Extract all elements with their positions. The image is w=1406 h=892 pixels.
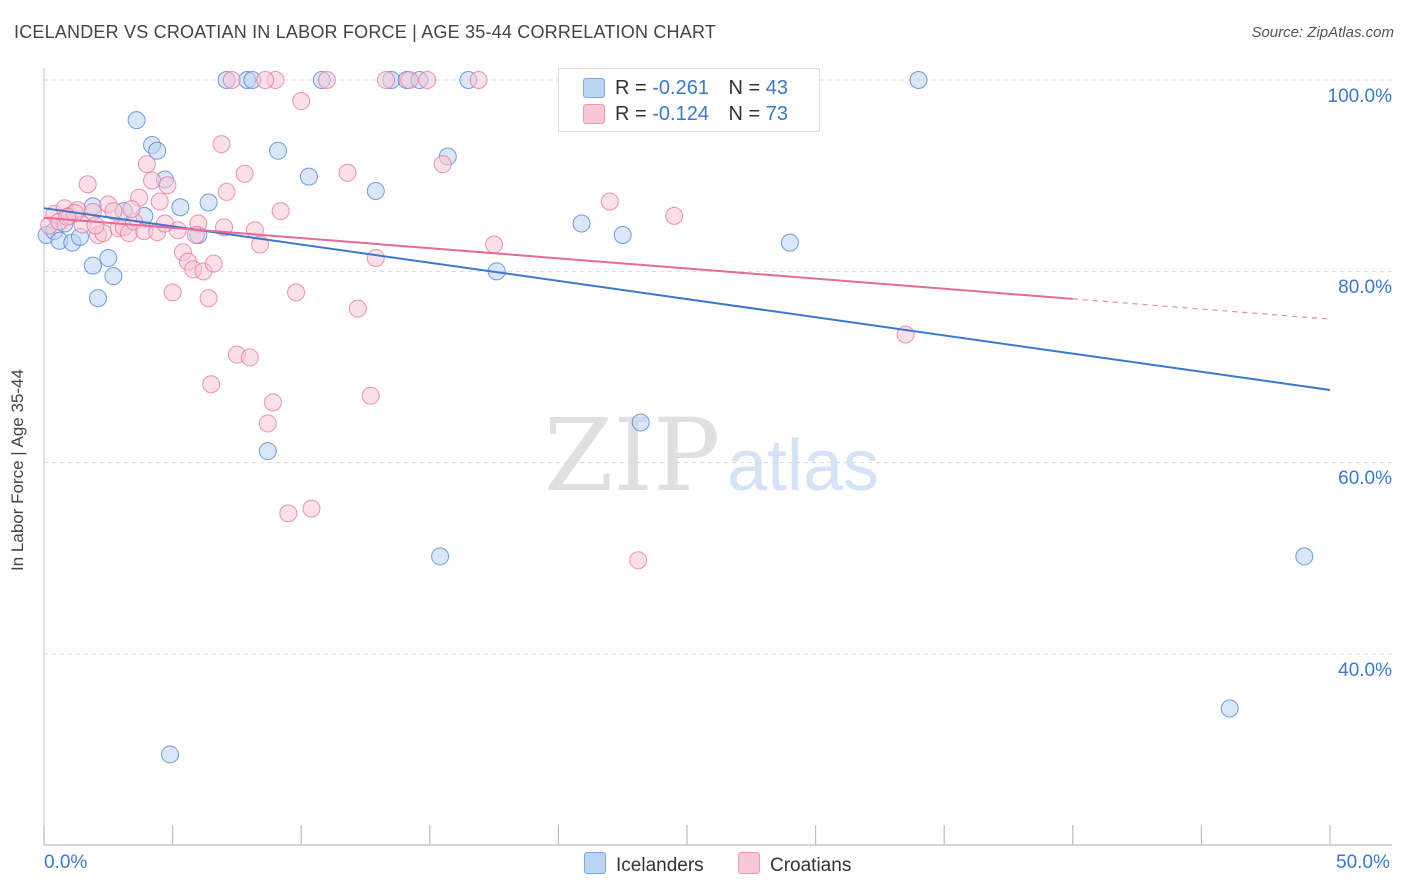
point-croatians [158,176,177,195]
point-croatians [361,386,380,405]
legend-r-value: -0.261 [652,77,709,99]
point-croatians [150,192,169,211]
legend-swatch-croatians [583,104,605,124]
point-croatians [377,71,396,89]
point-croatians [202,375,221,394]
point-icelanders [431,547,450,566]
bottom-legend-swatch-icelanders [584,852,606,874]
point-croatians [78,175,97,194]
point-croatians [485,235,504,254]
bottom-legend-icelanders: Icelanders [584,852,704,877]
y-tick-label-100: 100.0% [1327,86,1392,107]
x-tick-label-min: 0.0% [44,852,88,873]
point-icelanders [199,193,218,212]
legend-n-value: 43 [765,77,789,99]
point-croatians [348,299,367,318]
point-croatians [258,414,277,433]
point-croatians [302,499,321,518]
point-croatians [143,171,162,190]
source-label: Source: ZipAtlas.com [1251,24,1394,41]
y-tick-label-40: 40.0% [1338,660,1392,681]
legend-n-value: 73 [765,103,789,125]
point-icelanders [148,141,167,160]
point-croatians [104,202,123,221]
point-croatians [256,71,275,89]
trendline-croatians [43,216,1073,300]
point-icelanders [909,71,928,89]
point-icelanders [258,442,277,461]
point-croatians [217,182,236,201]
y-axis-label: In Labor Force | Age 35-44 [8,369,27,571]
point-croatians [287,283,306,302]
point-croatians [665,206,684,225]
point-icelanders [631,413,650,432]
legend-n-label: N = [728,103,761,125]
legend-n-label: N = [728,77,761,99]
point-croatians [271,202,290,221]
point-icelanders [83,256,102,275]
point-icelanders [89,289,108,308]
y-tick-label-60: 60.0% [1338,468,1392,489]
point-croatians [317,71,336,89]
y-tick-label-80: 80.0% [1338,277,1392,298]
point-croatians [122,200,141,219]
point-croatians [86,216,105,235]
point-croatians [629,551,648,570]
point-croatians [418,71,437,89]
trendline-extension-croatians [1072,298,1331,320]
bottom-legend-label-croatians: Croatians [770,855,852,876]
legend-row-icelanders: R = -0.261 N = 43 [583,77,789,100]
point-croatians [263,393,282,412]
point-icelanders [366,181,385,200]
point-icelanders [613,225,632,244]
correlation-legend: R = -0.261 N = 43 R = -0.124 N = 73 [558,68,820,132]
point-icelanders [171,198,190,217]
legend-r-value: -0.124 [652,103,709,125]
point-icelanders [1295,547,1314,566]
point-croatians [338,163,357,182]
legend-r-label: R = [615,103,647,125]
point-croatians [212,135,231,154]
point-icelanders [99,248,118,267]
x-tick-label-max: 50.0% [1336,852,1390,873]
point-croatians [279,504,298,523]
bottom-legend-label-icelanders: Icelanders [616,855,704,876]
point-croatians [222,71,241,89]
legend-r-label: R = [615,77,647,99]
point-icelanders [127,111,146,130]
point-croatians [292,92,311,111]
point-icelanders [780,233,799,252]
legend-swatch-icelanders [583,78,605,98]
watermark-atlas: atlas [727,426,879,506]
point-croatians [199,289,218,308]
point-croatians [433,155,452,174]
point-croatians [235,164,254,183]
trendline-icelanders [43,207,1331,391]
point-icelanders [269,141,288,160]
point-icelanders [161,745,180,764]
bottom-legend-croatians: Croatians [738,852,851,877]
point-croatians [137,155,156,174]
point-croatians [240,348,259,367]
watermark-zip: ZIP [544,397,720,514]
point-croatians [600,192,619,211]
point-croatians [366,248,385,267]
point-icelanders [1220,699,1239,718]
point-icelanders [104,267,123,286]
point-icelanders [572,214,591,233]
point-croatians [204,254,223,273]
point-croatians [469,71,488,89]
point-croatians [163,283,182,302]
legend-row-croatians: R = -0.124 N = 73 [583,103,789,126]
chart-title: ICELANDER VS CROATIAN IN LABOR FORCE | A… [14,22,717,42]
bottom-legend-swatch-croatians [738,852,760,874]
point-icelanders [299,167,318,186]
point-croatians [400,71,419,89]
